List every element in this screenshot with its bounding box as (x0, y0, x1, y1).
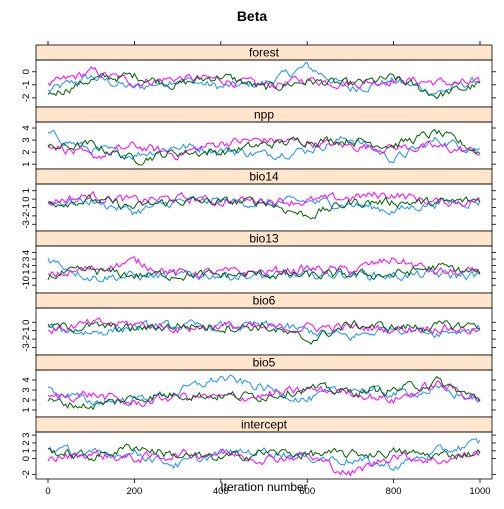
trace-npp-chain-2 (47, 137, 481, 161)
y-tick-label-bio5: 1 (21, 407, 32, 412)
x-tick-label: 800 (386, 486, 402, 497)
trace-bio14-chain-1 (47, 195, 481, 216)
strip-label-intercept: intercept (241, 418, 288, 432)
plot-area-intercept (35, 431, 493, 480)
y-tick-label-bio13: 3 (21, 256, 32, 261)
y-tick-label-bio13: 1 (21, 269, 32, 274)
strip-label-npp: npp (254, 108, 274, 122)
y-tick-label-intercept: -2 (21, 470, 32, 478)
y-tick-label-bio14: -2 (21, 212, 32, 220)
chart-title: Beta (237, 8, 268, 24)
panel-intercept: intercept -2 0 1 2 3 (21, 416, 496, 480)
y-tick-label-npp: 2 (21, 149, 32, 154)
y-tick-label-intercept: 2 (21, 440, 32, 445)
plot-area-bio14 (35, 183, 493, 232)
panel-bio13: bio13 -10 12 34 (21, 230, 496, 294)
y-tick-label-intercept: 1 (21, 448, 32, 453)
trace-forest-chain-3 (47, 71, 481, 100)
y-tick-label-bio14: 0 (21, 196, 32, 201)
y-tick-label-bio6: 0 (21, 320, 32, 325)
y-tick-label-bio6: -1 (21, 326, 32, 334)
y-tick-label-bio14: -1 (21, 203, 32, 211)
trace-bio13-chain-1 (47, 258, 481, 283)
trace-npp-chain-3 (47, 128, 481, 166)
traces-intercept (47, 438, 481, 477)
y-tick-label-forest: 0 (21, 69, 32, 74)
x-axis-label: Iteration number (220, 480, 307, 494)
trace-bio13-chain-3 (47, 262, 481, 282)
y-tick-label-bio6: -2 (21, 335, 32, 343)
x-tick-label: 200 (126, 486, 142, 497)
traces-bio5 (47, 374, 481, 411)
y-tick-label-intercept: 0 (21, 456, 32, 461)
panel-bio14: bio14 -3-2-1 0 1 (21, 168, 496, 232)
x-axis: 0 200 400 600 800 1000 (45, 479, 491, 497)
trace-bio5-chain-2 (47, 380, 481, 408)
y-tick-label-bio6: -3 (21, 343, 32, 351)
trace-bio14-chain-2 (47, 190, 481, 208)
strip-label-bio6: bio6 (253, 294, 276, 308)
trace-bio13-chain-2 (47, 256, 481, 279)
y-tick-label-bio13: 4 (21, 250, 32, 255)
traces-forest (47, 62, 481, 100)
traces-bio13 (47, 256, 481, 283)
trace-intercept-chain-1 (47, 438, 481, 472)
panel-bio6: bio6 -3-2-10 (21, 292, 496, 356)
y-tick-label-bio5: 4 (21, 377, 32, 382)
plot-area-bio5 (35, 369, 493, 418)
y-tick-label-npp: 4 (21, 125, 32, 130)
x-tick-label: 1000 (469, 486, 490, 497)
panels: forest-2-10npp1234bio14-3-2-101bio13-101… (21, 41, 496, 480)
strip-label-bio14: bio14 (249, 170, 279, 184)
panel-npp: npp 1 2 3 4 (21, 106, 496, 170)
strip-label-bio13: bio13 (249, 232, 279, 246)
trace-intercept-chain-2 (47, 448, 481, 477)
y-tick-label-bio5: 2 (21, 397, 32, 402)
strip-label-bio5: bio5 (253, 356, 276, 370)
trace-intercept-chain-3 (47, 443, 481, 462)
y-tick-label-forest: -1 (21, 81, 32, 89)
trace-npp-chain-1 (47, 130, 481, 164)
traces-bio14 (47, 190, 481, 220)
trace-bio6-chain-2 (47, 317, 480, 335)
trace-bio14-chain-3 (47, 193, 481, 220)
x-tick-label: 600 (299, 486, 315, 497)
y-tick-label-bio5: 3 (21, 387, 32, 392)
y-tick-label-bio13: 0 (21, 276, 32, 281)
panel-bio5: bio5 1 2 3 4 (21, 354, 496, 418)
traces-npp (47, 128, 481, 166)
x-tick-label: 0 (45, 486, 50, 497)
y-tick-label-npp: 1 (21, 162, 32, 167)
strip-label-forest: forest (249, 46, 280, 60)
y-tick-label-forest: -2 (21, 94, 32, 102)
y-tick-label-bio13: -1 (21, 281, 32, 289)
y-tick-label-intercept: 3 (21, 432, 32, 437)
trace-bio5-chain-1 (47, 374, 481, 407)
y-tick-label-bio13: 2 (21, 263, 32, 268)
trace-bio5-chain-3 (47, 375, 481, 411)
y-tick-label-bio14: -3 (21, 220, 32, 228)
panel-forest: forest -2 -1 0 (21, 41, 496, 108)
trace-bio6-chain-3 (47, 319, 481, 345)
y-tick-label-npp: 3 (21, 137, 32, 142)
y-tick-label-bio14: 1 (21, 188, 32, 193)
traces-bio6 (47, 317, 481, 345)
x-tick-label: 400 (213, 486, 229, 497)
